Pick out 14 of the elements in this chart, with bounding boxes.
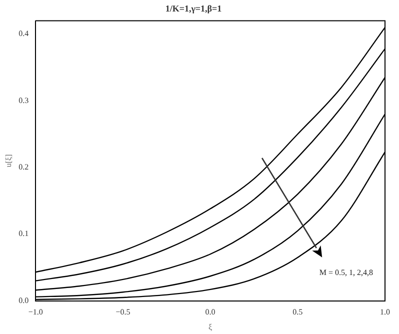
x-tick-label: −1.0: [28, 308, 43, 317]
y-tick-label: 0.4: [18, 29, 29, 38]
x-tick-label: 0.0: [205, 308, 216, 317]
y-tick-label: 0.1: [18, 229, 29, 238]
x-tick-label: 1.0: [380, 308, 390, 317]
annotation: M = 0.5, 1, 2,4,8: [319, 268, 373, 277]
y-tick-label: 0.0: [18, 296, 29, 305]
y-tick-label: 0.3: [18, 96, 29, 105]
x-axis-title: ξ: [208, 322, 213, 332]
y-axis-title: u[ξ]: [4, 154, 13, 168]
x-tick-label: −0.5: [116, 308, 130, 317]
x-tick-label: 0.5: [292, 308, 303, 317]
chart-title: 1/K=1,γ=1,β=1: [165, 4, 222, 14]
y-tick-label: 0.2: [18, 162, 29, 172]
